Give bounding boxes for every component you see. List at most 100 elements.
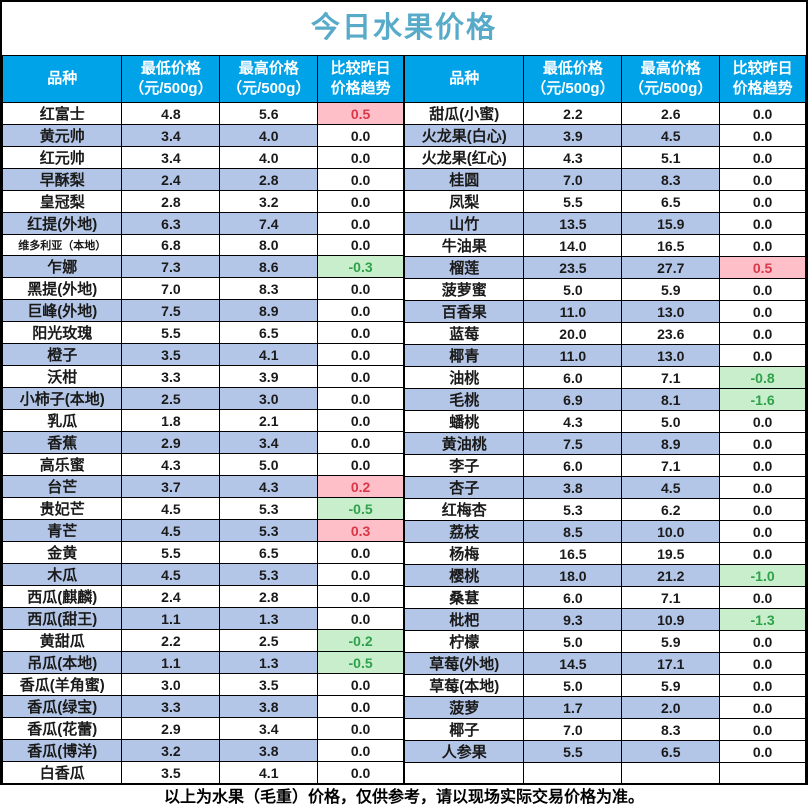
- trend-cell: 0.0: [719, 322, 806, 345]
- max-price-cell: 8.1: [621, 388, 721, 411]
- trend-cell: 0.0: [719, 652, 806, 675]
- trend-cell: 0.0: [719, 520, 806, 543]
- trend-cell: 0.0: [317, 739, 404, 762]
- min-price-cell: 4.5: [121, 519, 221, 542]
- price-table-right: 品种 最低价格 （元/500g） 最高价格 （元/500g） 比较昨日 价格趋势 甜瓜…: [403, 55, 806, 784]
- trend-cell: -1.0: [719, 564, 806, 587]
- variety-cell: 菠萝: [403, 696, 525, 719]
- max-price-cell: 3.9: [219, 365, 319, 388]
- min-price-cell: 2.4: [121, 585, 221, 608]
- trend-cell: -1.6: [719, 388, 806, 411]
- table-row: 李子 6.0 7.1 0.0: [403, 454, 806, 477]
- max-price-cell: 5.9: [621, 278, 721, 301]
- min-price-cell: 4.8: [121, 102, 221, 125]
- table-row: 杨梅 16.5 19.5 0.0: [403, 542, 806, 565]
- min-price-cell: 3.5: [121, 761, 221, 784]
- variety-cell: 小柿子(本地): [1, 387, 123, 410]
- max-price-cell: 2.6: [621, 102, 721, 125]
- max-price-cell: 7.1: [621, 366, 721, 389]
- variety-cell: 椰子: [403, 718, 525, 741]
- max-price-cell: [621, 762, 721, 784]
- col-header-max-price: 最高价格 （元/500g）: [219, 55, 319, 103]
- table-row: 香蕉 2.9 3.4 0.0: [1, 431, 404, 454]
- table-row: 香瓜(羊角蜜) 3.0 3.5 0.0: [1, 673, 404, 696]
- trend-cell: 0.0: [719, 190, 806, 213]
- max-price-cell: 4.5: [621, 476, 721, 499]
- trend-cell: 0.3: [317, 519, 404, 542]
- min-price-cell: 7.0: [121, 277, 221, 300]
- table-row: 甜瓜(小蜜) 2.2 2.6 0.0: [403, 102, 806, 125]
- max-price-cell: 6.5: [621, 740, 721, 763]
- col-header-min-line1: 最低价格: [542, 59, 603, 77]
- table-row: 油桃 6.0 7.1 -0.8: [403, 366, 806, 389]
- table-row: 菠萝蜜 5.0 5.9 0.0: [403, 278, 806, 301]
- variety-cell: 草莓(本地): [403, 674, 525, 697]
- variety-cell: 阳光玫瑰: [1, 321, 123, 344]
- min-price-cell: 3.2: [121, 739, 221, 762]
- trend-cell: 0.0: [719, 300, 806, 323]
- max-price-cell: 27.7: [621, 256, 721, 279]
- table-row: 吊瓜(本地) 1.1 1.3 -0.5: [1, 651, 404, 674]
- min-price-cell: 8.5: [523, 520, 623, 543]
- variety-cell: 李子: [403, 454, 525, 477]
- table-row: 维多利亚（本地） 6.8 8.0 0.0: [1, 234, 404, 256]
- table-row: 柠檬 5.0 5.9 0.0: [403, 630, 806, 653]
- max-price-cell: 4.1: [219, 761, 319, 784]
- max-price-cell: 5.3: [219, 519, 319, 542]
- table-row: 榴莲 23.5 27.7 0.5: [403, 256, 806, 279]
- trend-cell: 0.0: [317, 124, 404, 147]
- table-row: 牛油果 14.0 16.5 0.0: [403, 234, 806, 257]
- min-price-cell: 9.3: [523, 608, 623, 631]
- max-price-cell: 8.0: [219, 234, 319, 256]
- trend-cell: 0.0: [719, 476, 806, 499]
- table-row: 百香果 11.0 13.0 0.0: [403, 300, 806, 323]
- variety-cell: 香蕉: [1, 431, 123, 454]
- max-price-cell: 3.8: [219, 739, 319, 762]
- trend-cell: 0.0: [719, 740, 806, 763]
- min-price-cell: 5.5: [523, 740, 623, 763]
- min-price-cell: 14.5: [523, 652, 623, 675]
- min-price-cell: 2.5: [121, 387, 221, 410]
- max-price-cell: 8.3: [219, 277, 319, 300]
- max-price-cell: 5.6: [219, 102, 319, 125]
- table-row: 枇杷 9.3 10.9 -1.3: [403, 608, 806, 631]
- max-price-cell: 8.6: [219, 255, 319, 278]
- max-price-cell: 5.3: [219, 497, 319, 520]
- min-price-cell: 11.0: [523, 300, 623, 323]
- table-row: 火龙果(白心) 3.9 4.5 0.0: [403, 124, 806, 147]
- min-price-cell: 7.0: [523, 718, 623, 741]
- trend-cell: 0.0: [317, 212, 404, 235]
- col-header-max-price: 最高价格 （元/500g）: [621, 55, 721, 103]
- trend-cell: 0.0: [317, 607, 404, 630]
- table-row: 桂圆 7.0 8.3 0.0: [403, 168, 806, 191]
- min-price-cell: 6.0: [523, 586, 623, 609]
- max-price-cell: 7.4: [219, 212, 319, 235]
- max-price-cell: 13.0: [621, 344, 721, 367]
- max-price-cell: 19.5: [621, 542, 721, 565]
- variety-cell: 黄元帅: [1, 124, 123, 147]
- variety-cell: 百香果: [403, 300, 525, 323]
- variety-cell: 桂圆: [403, 168, 525, 191]
- trend-cell: 0.0: [317, 146, 404, 169]
- col-header-variety-label: 品种: [449, 69, 480, 87]
- max-price-cell: 8.3: [621, 168, 721, 191]
- trend-cell: 0.0: [317, 695, 404, 718]
- trend-cell: -0.2: [317, 629, 404, 652]
- table-row: 黄甜瓜 2.2 2.5 -0.2: [1, 629, 404, 652]
- trend-cell: 0.0: [317, 563, 404, 586]
- variety-cell: 吊瓜(本地): [1, 651, 123, 674]
- trend-cell: 0.0: [719, 696, 806, 719]
- trend-cell: 0.0: [719, 102, 806, 125]
- col-header-max-line2: （元/500g）: [227, 80, 311, 97]
- trend-cell: -0.8: [719, 366, 806, 389]
- min-price-cell: 1.1: [121, 607, 221, 630]
- trend-cell: 0.0: [317, 673, 404, 696]
- variety-cell: 黄甜瓜: [1, 629, 123, 652]
- variety-cell: 橙子: [1, 343, 123, 366]
- table-row: 西瓜(麒麟) 2.4 2.8 0.0: [1, 585, 404, 608]
- min-price-cell: 7.5: [523, 432, 623, 455]
- table-row: 西瓜(甜王) 1.1 1.3 0.0: [1, 607, 404, 630]
- trend-cell: 0.0: [317, 387, 404, 410]
- trend-cell: 0.0: [317, 541, 404, 564]
